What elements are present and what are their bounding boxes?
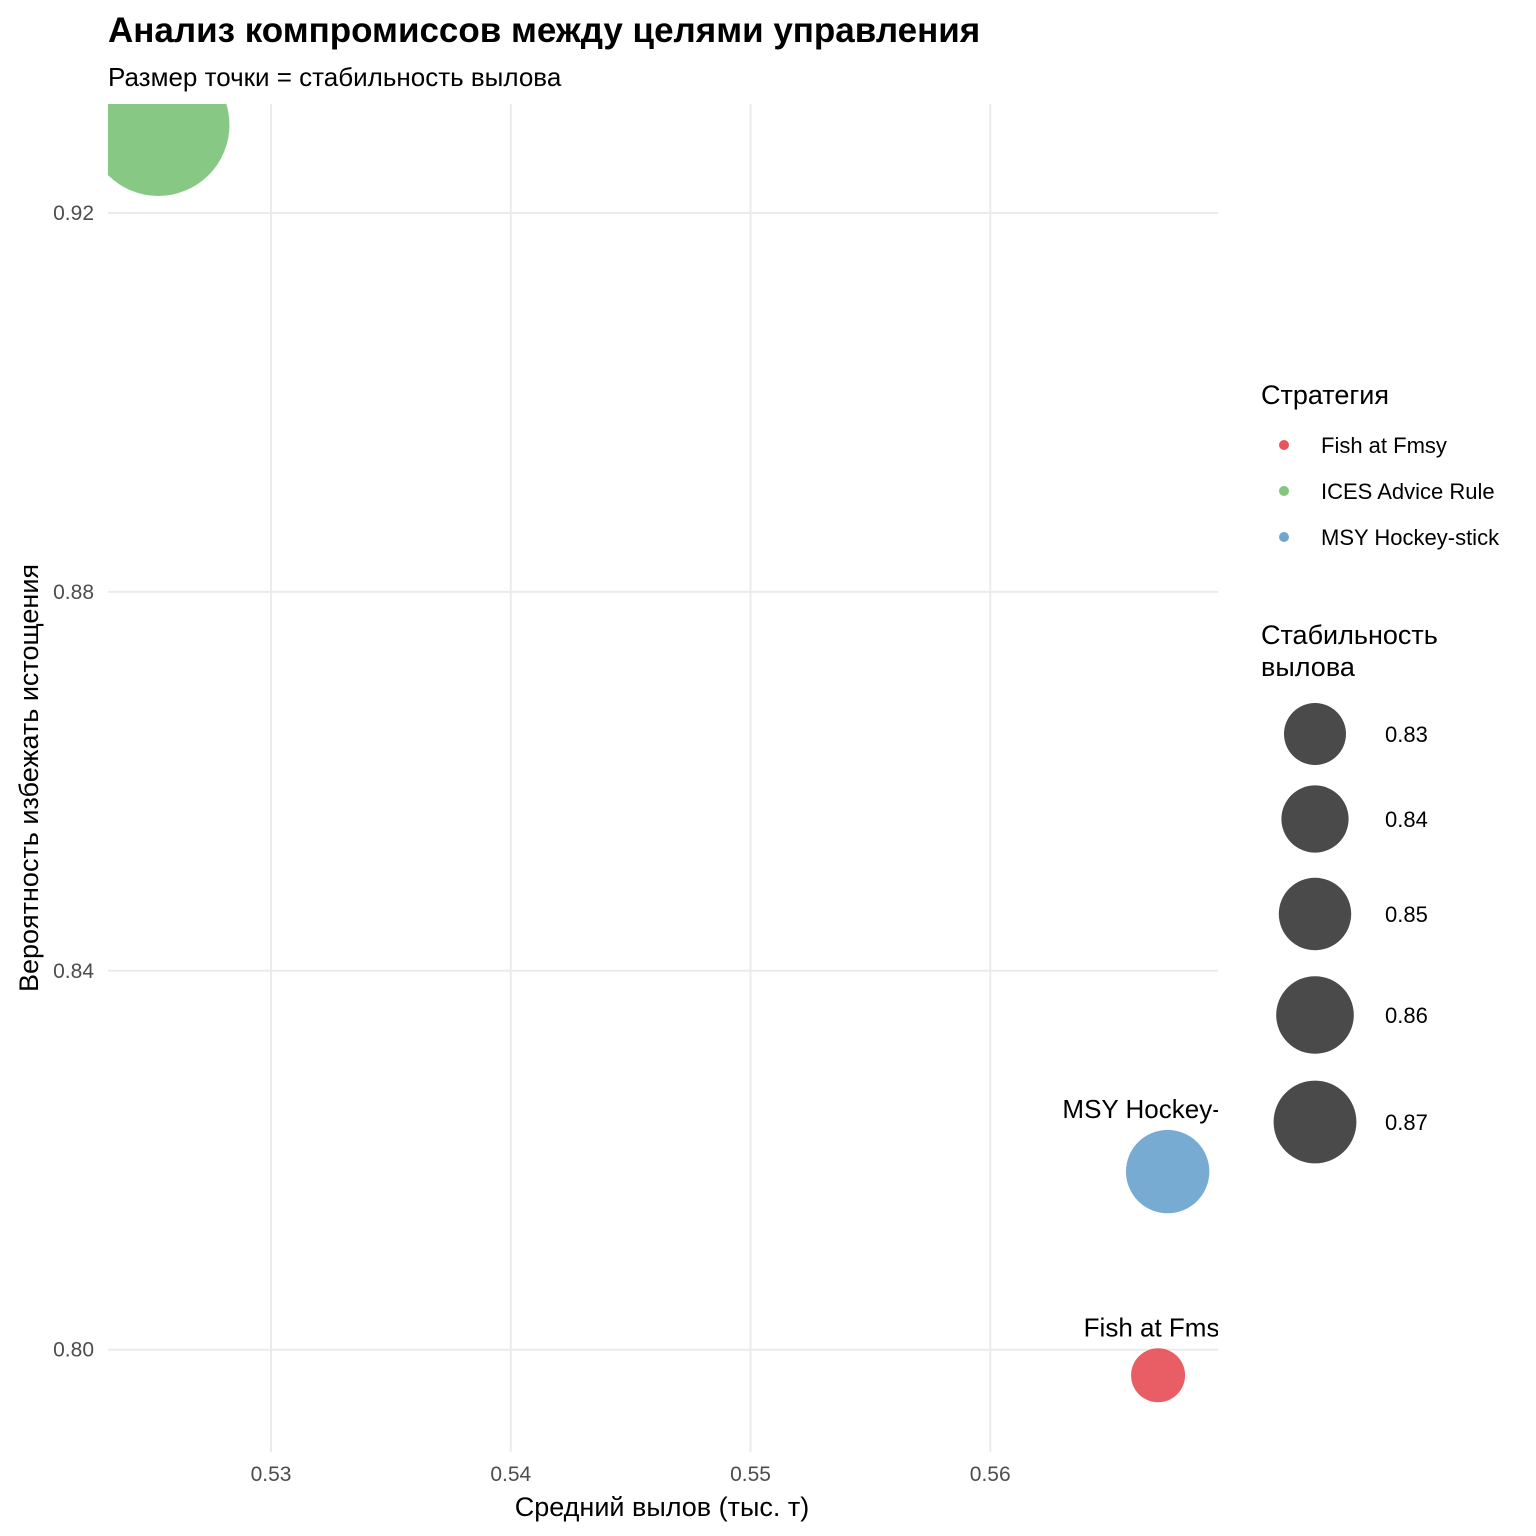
data-point (1125, 1129, 1210, 1214)
size-legend: Стабильность вылова 0.83 0.84 0.85 0.86 0.87 (1261, 620, 1438, 1164)
size-legend-title-line1: Стабильность (1261, 620, 1438, 650)
legend-size-label: 0.85 (1385, 902, 1428, 927)
legend-size-key (1278, 877, 1352, 951)
legend-size-key (1276, 976, 1354, 1054)
x-tick-label: 0.56 (970, 1463, 1011, 1486)
legend-color-key (1279, 440, 1289, 450)
y-tick-label: 0.88 (53, 581, 94, 604)
point-label: Fish at Fmsy (1084, 1312, 1233, 1342)
y-tick-label: 0.84 (53, 960, 94, 983)
chart-subtitle: Размер точки = стабильность вылова (108, 62, 562, 92)
legend-color-key (1279, 486, 1289, 496)
data-point (1131, 1348, 1186, 1403)
color-legend: Стратегия Fish at Fmsy ICES Advice Rule MS… (1261, 380, 1500, 550)
color-legend-title: Стратегия (1261, 380, 1389, 410)
y-axis-title: Вероятность избежать истощения (14, 564, 44, 992)
y-tick-label: 0.80 (53, 1339, 94, 1362)
legend-size-key (1284, 703, 1346, 765)
point-label: MSY Hockey-stick (1062, 1094, 1273, 1124)
chart-title: Анализ компромиссов между целями управле… (108, 11, 980, 50)
x-axis-title: Средний вылов (тыс. т) (515, 1492, 810, 1522)
legend-size-label: 0.84 (1385, 807, 1428, 832)
legend-size-key (1281, 785, 1349, 853)
legend-size-key (1273, 1080, 1357, 1164)
x-tick-label: 0.55 (730, 1463, 771, 1486)
x-tick-label: 0.54 (490, 1463, 531, 1486)
x-tick-label: 0.53 (251, 1463, 292, 1486)
y-tick-label: 0.92 (53, 202, 94, 225)
data-point (108, 104, 230, 196)
legend-color-label: Fish at Fmsy (1321, 433, 1447, 458)
legend-size-label: 0.86 (1385, 1003, 1428, 1028)
legend-color-label: MSY Hockey-stick (1321, 525, 1500, 550)
tick-layer: 0.53 0.54 0.55 0.56 0.80 0.84 0.88 0.92 (53, 202, 1011, 1486)
legend-color-label: ICES Advice Rule (1321, 479, 1495, 504)
legend-size-label: 0.87 (1385, 1110, 1428, 1135)
grid-layer (108, 104, 1218, 1452)
size-legend-title-line2: вылова (1261, 652, 1356, 682)
legend-color-key (1279, 532, 1289, 542)
legend-size-label: 0.83 (1385, 722, 1428, 747)
